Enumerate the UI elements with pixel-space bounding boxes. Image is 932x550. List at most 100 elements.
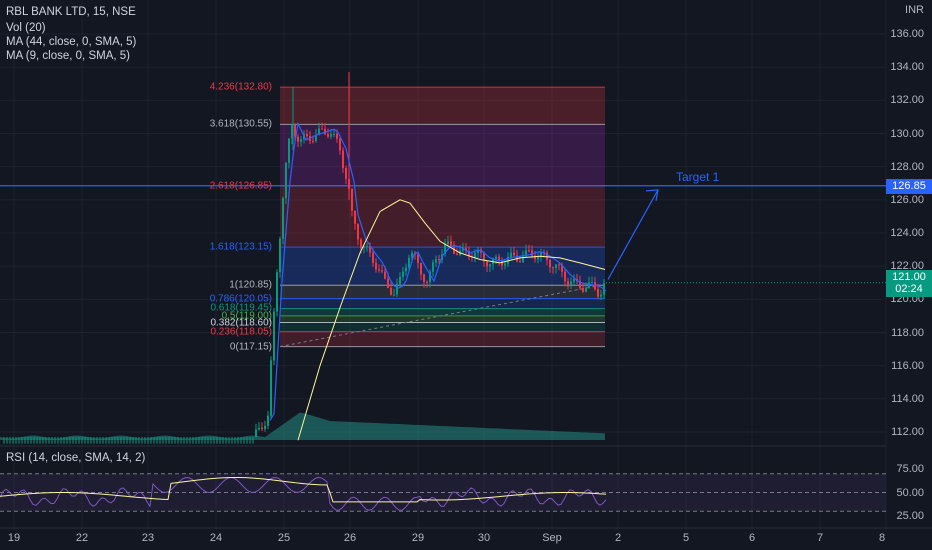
price-tick-label: 134.00 (890, 61, 924, 74)
candle-body (489, 264, 491, 267)
candle-body (273, 311, 275, 361)
candle-body (402, 271, 404, 278)
time-tick-label: 23 (141, 532, 155, 544)
time-tick-label: 29 (411, 532, 425, 544)
candle-body (519, 261, 521, 263)
candle-body (354, 210, 356, 224)
candle-body (333, 133, 335, 135)
candle-body (450, 241, 452, 248)
candle-body (507, 256, 509, 264)
candle-body (423, 274, 425, 282)
candle-body (477, 249, 479, 253)
rsi-tick-label: 75.00 (896, 463, 924, 475)
time-tick-label: 6 (748, 532, 756, 544)
candle-body (342, 150, 344, 169)
candle-body (318, 128, 320, 135)
candle-body (375, 262, 377, 270)
candle-body (276, 272, 278, 312)
candle-body (456, 253, 458, 255)
candle-body (390, 288, 392, 295)
candle-body (306, 133, 308, 137)
time-tick-label: 2 (614, 532, 622, 544)
fib-level-label: 0.618(119.45) (210, 302, 272, 314)
candle-body (300, 139, 302, 142)
fib-level-label: 1.618(123.15) (209, 241, 272, 253)
candle-body (339, 138, 341, 151)
candle-body (462, 248, 464, 251)
ma9-indicator-label[interactable]: MA (9, close, 0, SMA, 5) (6, 50, 130, 62)
candle-body (513, 252, 515, 256)
price-scale[interactable]: INR (886, 0, 932, 530)
candle-body (279, 238, 281, 273)
candle-body (585, 288, 587, 292)
candle-body (384, 271, 386, 279)
candle-body (291, 125, 293, 139)
time-tick-label: 26 (343, 532, 357, 544)
rsi-sma-line (0, 476, 607, 503)
candle-body (330, 134, 332, 137)
ma9-line (269, 121, 607, 421)
volume-indicator-label[interactable]: Vol (20) (6, 22, 46, 34)
candle-body (327, 134, 329, 137)
candle-body (552, 267, 554, 269)
time-tick-label: Sep (542, 532, 562, 544)
rsi-line (0, 476, 607, 511)
fib-trend-line (279, 283, 606, 348)
candle-body (549, 259, 551, 268)
fib-level-label: 1(120.85) (229, 279, 272, 291)
candle-body (483, 252, 485, 262)
candle-body (405, 267, 407, 272)
candle-body (495, 256, 497, 259)
candle-body (534, 255, 536, 260)
candle-body (573, 278, 575, 282)
rsi-tick-label: 25.00 (896, 510, 924, 522)
time-tick-label: 24 (209, 532, 223, 544)
price-tick-label: 136.00 (890, 28, 924, 40)
candle-body (510, 252, 512, 257)
fib-zone (280, 285, 605, 299)
price-tick-label: 124.00 (890, 227, 924, 239)
candle-body (426, 281, 428, 283)
price-tick-label: 114.00 (891, 392, 924, 405)
candle-body (435, 259, 437, 263)
candle-body (432, 262, 434, 272)
candle-body (429, 271, 431, 283)
candle-body (486, 261, 488, 267)
candle-body (582, 287, 584, 292)
candle-body (417, 254, 419, 263)
fib-zone (280, 185, 605, 248)
fib-zone (280, 322, 605, 332)
fib-level-label: 3.618(130.55) (209, 118, 272, 130)
fib-zone (280, 331, 605, 347)
candle-body (321, 128, 323, 130)
ma44-indicator-label[interactable]: MA (44, close, 0, SMA, 5) (6, 36, 137, 48)
fib-zone (280, 124, 605, 186)
candle-body (525, 250, 527, 257)
candle-body (411, 252, 413, 258)
candle-body (396, 283, 398, 295)
candle-body (438, 259, 440, 261)
price-tick-label: 130.00 (890, 127, 924, 140)
fib-zone (280, 87, 605, 125)
candle-body (357, 223, 359, 240)
target-arrow-head (645, 189, 659, 201)
candle-body (351, 188, 353, 211)
candle-body (369, 246, 371, 253)
price-tick-label: 128.00 (890, 160, 924, 173)
candle-body (288, 138, 290, 163)
candle-body (561, 264, 563, 272)
candle-body (597, 289, 599, 297)
time-tick-label: 5 (682, 532, 690, 544)
time-tick-label: 22 (75, 532, 89, 544)
candle-body (336, 133, 338, 139)
fib-zone (280, 315, 605, 323)
rsi-tick-label: 50.00 (896, 486, 924, 499)
rsi-title[interactable]: RSI (14, close, SMA, 14, 2) (6, 452, 146, 464)
time-tick-label: 25 (277, 532, 291, 544)
candle-body (600, 294, 602, 297)
time-tick-label: 30 (477, 532, 491, 544)
candle-body (468, 251, 470, 257)
time-tick-label: 7 (816, 532, 824, 544)
candle-body (282, 198, 284, 239)
